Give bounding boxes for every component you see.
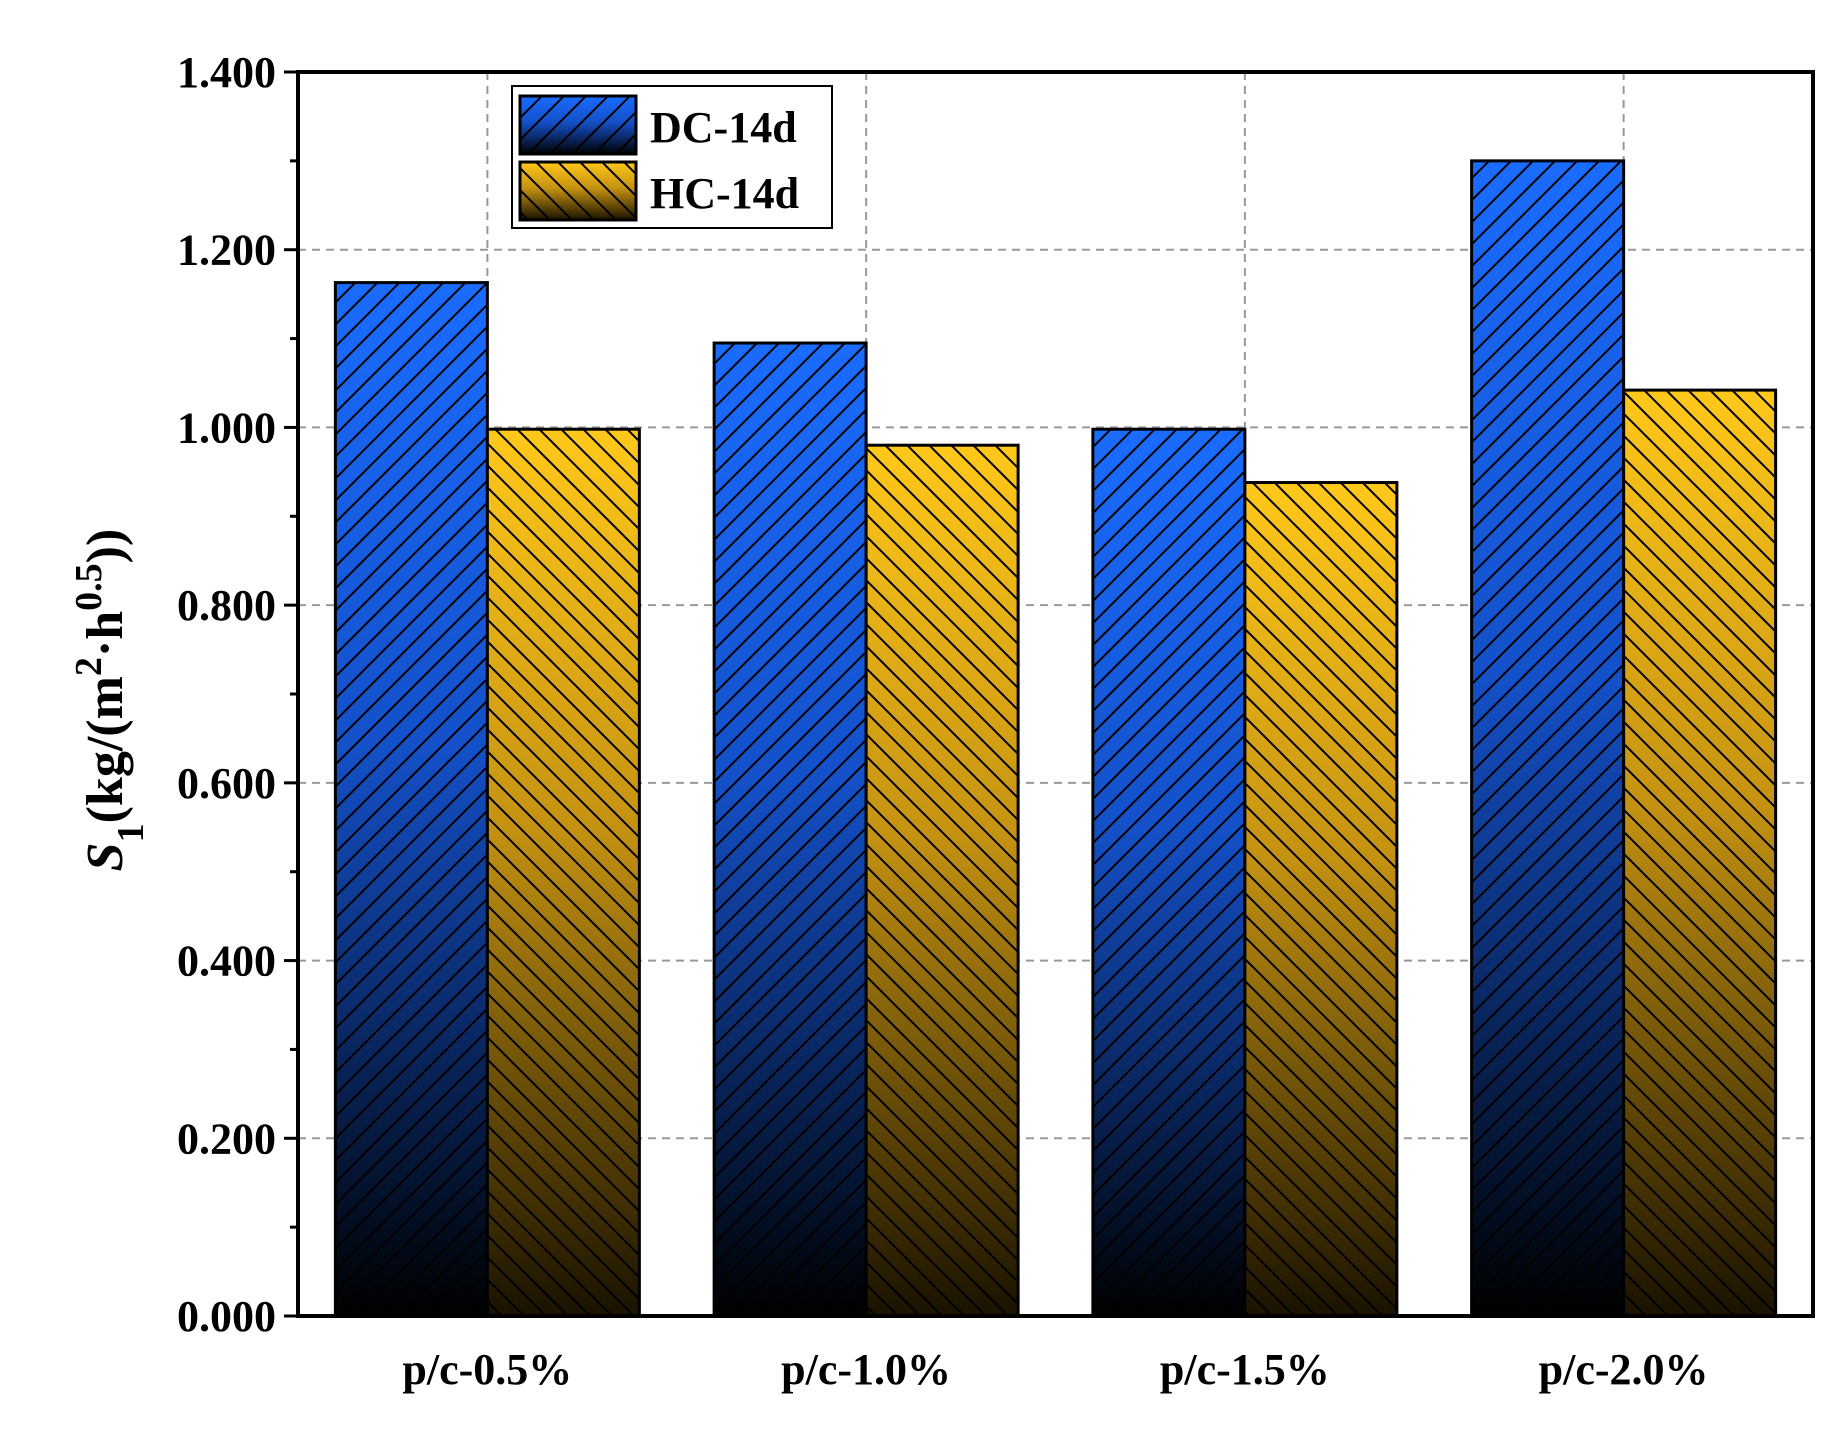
y-title-unit: (kg/(m <box>77 676 134 823</box>
legend-swatch-hc-hatch <box>520 162 636 220</box>
x-category-label: p/c-1.0% <box>781 1345 951 1394</box>
axis-labels: 0.000 0.200 0.400 0.600 0.800 1.000 1.200 1.400… <box>177 48 1709 1394</box>
legend-item-dc: DC-14d <box>518 94 797 156</box>
y-title-sup1: 2 <box>68 657 110 676</box>
y-tick-label: 0.000 <box>177 1292 276 1341</box>
y-title-main: S <box>77 842 134 871</box>
y-axis-title-text: S1(kg/(m2·h0.5)) <box>68 529 152 872</box>
bar-hc-1-hatch <box>485 427 641 1318</box>
bar-dc-2-hatch <box>712 341 868 1318</box>
x-category-label: p/c-1.5% <box>1160 1345 1330 1394</box>
y-tick-label: 1.200 <box>177 226 276 275</box>
y-title-suffix: )) <box>77 529 134 564</box>
bar-hc-3-hatch <box>1243 481 1399 1318</box>
y-tick-label: 1.000 <box>177 403 276 452</box>
legend-item-hc: HC-14d <box>518 160 799 222</box>
y-tick-label: 0.600 <box>177 759 276 808</box>
y-tick-label: 1.400 <box>177 48 276 97</box>
y-title-mid: ·h <box>77 611 134 657</box>
bar-dc-1-hatch <box>333 281 489 1318</box>
y-tick-label: 0.800 <box>177 581 276 630</box>
axes <box>284 70 1815 1318</box>
bar-dc-3-hatch <box>1091 427 1247 1318</box>
legend-swatch-dc-hatch <box>520 96 636 154</box>
legend: DC-14d HC-14d <box>511 85 833 229</box>
y-title-sub: 1 <box>110 823 152 842</box>
x-category-label: p/c-2.0% <box>1539 1345 1709 1394</box>
y-title-sup2: 0.5 <box>68 563 110 611</box>
legend-label-hc: HC-14d <box>650 169 799 218</box>
y-tick-label: 0.200 <box>177 1114 276 1163</box>
bar-dc-4-hatch <box>1470 159 1626 1318</box>
y-axis-title: S1(kg/(m2·h0.5)) <box>68 529 152 872</box>
legend-label-dc: DC-14d <box>650 103 797 152</box>
bar-hc-2-hatch <box>864 443 1020 1318</box>
y-tick-label: 0.400 <box>177 937 276 986</box>
bar-hc-4-hatch <box>1622 388 1778 1318</box>
bars <box>333 159 1778 1318</box>
x-category-label: p/c-0.5% <box>402 1345 572 1394</box>
